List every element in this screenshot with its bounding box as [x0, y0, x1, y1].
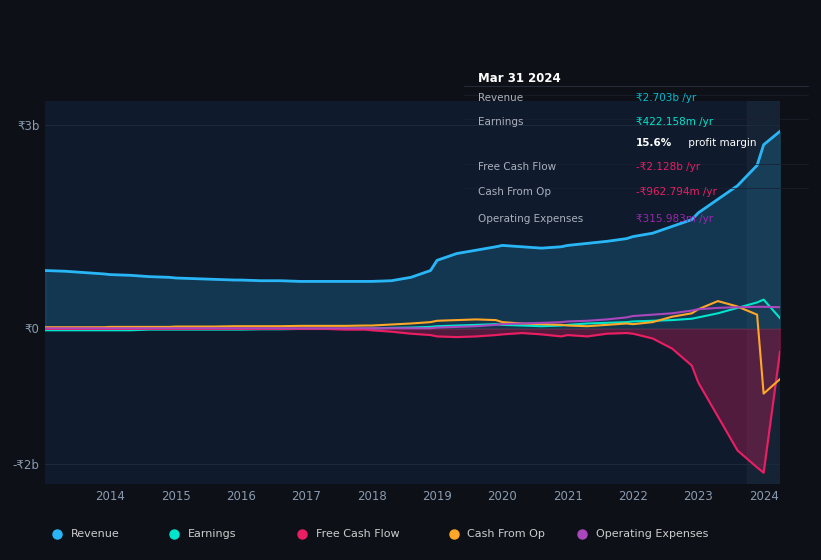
Bar — [747, 101, 780, 484]
Text: Free Cash Flow: Free Cash Flow — [316, 529, 400, 539]
Text: ₹315.983m /yr: ₹315.983m /yr — [636, 214, 713, 225]
Text: Cash From Op: Cash From Op — [467, 529, 545, 539]
Text: ₹2.703b /yr: ₹2.703b /yr — [636, 93, 696, 103]
Text: Operating Expenses: Operating Expenses — [478, 214, 583, 225]
Text: Earnings: Earnings — [188, 529, 236, 539]
Text: ₹422.158m /yr: ₹422.158m /yr — [636, 117, 713, 127]
Text: Free Cash Flow: Free Cash Flow — [478, 162, 556, 172]
Text: profit margin: profit margin — [685, 138, 756, 148]
Text: Operating Expenses: Operating Expenses — [595, 529, 708, 539]
Text: Mar 31 2024: Mar 31 2024 — [478, 72, 561, 85]
Text: Revenue: Revenue — [71, 529, 119, 539]
Text: -₹2.128b /yr: -₹2.128b /yr — [636, 162, 700, 172]
Text: -₹962.794m /yr: -₹962.794m /yr — [636, 186, 718, 197]
Text: Cash From Op: Cash From Op — [478, 186, 551, 197]
Text: 15.6%: 15.6% — [636, 138, 672, 148]
Text: Revenue: Revenue — [478, 93, 523, 103]
Text: Earnings: Earnings — [478, 117, 523, 127]
